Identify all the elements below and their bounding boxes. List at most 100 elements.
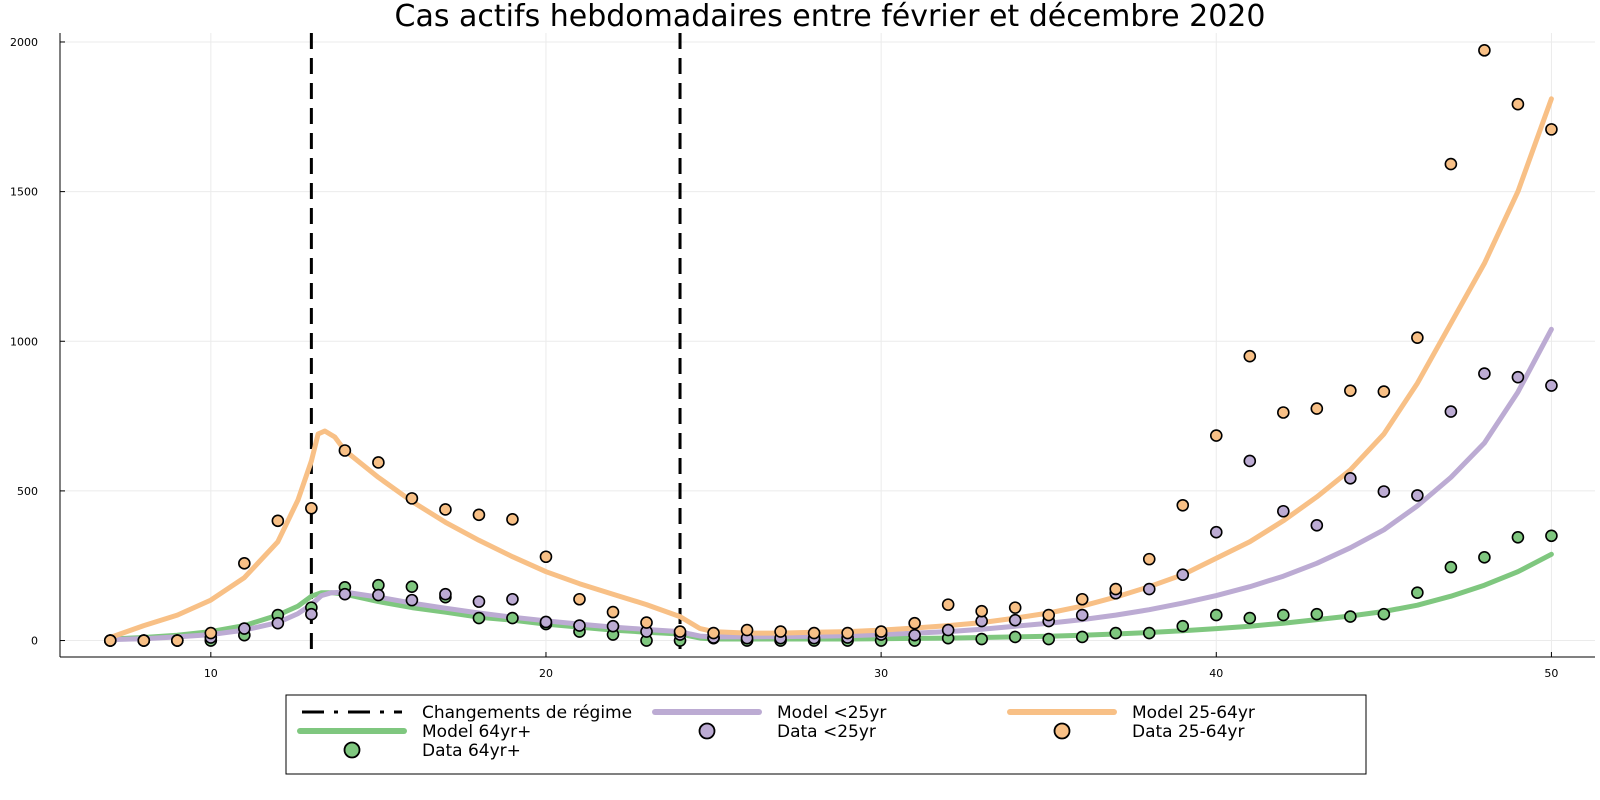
x-tick-label: 20 <box>539 667 553 680</box>
data-point <box>807 626 821 640</box>
data-point <box>1176 498 1190 512</box>
data-point <box>908 616 921 630</box>
data-point <box>975 632 988 646</box>
data-point <box>606 619 620 633</box>
data-point <box>405 593 419 607</box>
data-point <box>1478 367 1491 380</box>
legend-label: Model 64yr+ <box>422 722 531 742</box>
x-tick-label: 50 <box>1544 667 1558 680</box>
data-point <box>1277 406 1290 419</box>
data-point <box>774 625 787 638</box>
data-point <box>573 619 586 632</box>
data-point <box>171 634 184 647</box>
data-point <box>874 625 888 638</box>
data-point <box>1310 607 1324 621</box>
legend-label: Data 25-64yr <box>1132 722 1244 742</box>
y-tick-label: 1000 <box>10 335 38 348</box>
data-point <box>472 508 486 522</box>
y-tick-label: 500 <box>17 485 38 498</box>
data-point <box>372 456 385 469</box>
data-point <box>1142 582 1156 596</box>
data-point <box>1243 349 1257 363</box>
data-point <box>1444 157 1458 171</box>
data-point <box>439 503 452 516</box>
data-point <box>1344 610 1357 623</box>
data-point <box>472 595 486 608</box>
data-point <box>1444 560 1458 574</box>
data-point <box>405 492 419 505</box>
data-point <box>1411 586 1424 599</box>
data-point <box>1377 607 1391 621</box>
data-point <box>573 592 586 606</box>
data-point <box>1176 619 1190 633</box>
data-point <box>1478 44 1491 57</box>
data-point <box>439 587 452 601</box>
data-point <box>1176 568 1190 581</box>
data-point <box>975 604 988 618</box>
legend-label: Data 64yr+ <box>422 741 521 761</box>
data-point <box>506 592 519 606</box>
data-point <box>1075 630 1089 644</box>
series-line <box>107 96 1554 640</box>
data-point <box>1008 630 1022 644</box>
data-point <box>1545 529 1558 543</box>
data-point <box>238 557 251 570</box>
data-point <box>1344 384 1357 397</box>
data-point <box>1511 370 1525 384</box>
legend-label: Data <25yr <box>777 722 876 742</box>
data-point <box>1243 611 1257 625</box>
data-point <box>539 550 553 564</box>
data-point <box>472 611 486 625</box>
data-point <box>338 444 352 457</box>
data-point <box>1444 405 1458 418</box>
data-point <box>506 513 519 526</box>
x-tick-label: 40 <box>1209 667 1223 680</box>
y-tick-label: 1500 <box>10 186 38 199</box>
data-point <box>1209 608 1223 622</box>
data-point <box>1243 454 1257 468</box>
data-point <box>1075 608 1089 622</box>
legend-box <box>285 694 1367 775</box>
data-point <box>1042 608 1056 622</box>
data-point <box>1209 525 1223 539</box>
data-point <box>506 611 519 625</box>
data-point <box>305 607 318 621</box>
y-tick-label: 0 <box>31 635 38 648</box>
data-point <box>841 626 854 640</box>
data-point <box>941 623 955 637</box>
axes <box>59 33 1595 658</box>
data-point <box>908 628 921 642</box>
data-point <box>405 580 419 593</box>
data-point <box>271 616 285 630</box>
data-points <box>103 44 1558 647</box>
data-point <box>1411 331 1424 344</box>
legend-swatch <box>698 722 716 740</box>
legend: Changements de régime Model <25yr Model 25… <box>285 694 1367 775</box>
data-point <box>1008 601 1022 614</box>
data-point <box>1142 552 1156 566</box>
data-point <box>1008 613 1022 627</box>
data-point <box>238 622 251 635</box>
data-point <box>1277 608 1290 622</box>
data-point <box>103 634 117 647</box>
data-point <box>606 605 620 619</box>
regime-change-lines <box>309 33 682 657</box>
data-point <box>539 615 553 629</box>
data-point <box>1478 551 1491 564</box>
model-lines <box>107 96 1554 643</box>
data-point <box>338 587 352 601</box>
data-point <box>1511 530 1525 544</box>
y-tick-label: 2000 <box>10 36 38 49</box>
legend-swatch <box>1053 722 1071 740</box>
data-point <box>640 616 653 629</box>
legend-label: Changements de régime <box>422 703 632 723</box>
data-point <box>673 625 687 638</box>
data-point <box>1344 472 1357 485</box>
data-point <box>1277 504 1290 518</box>
legend-swatch <box>343 741 361 759</box>
data-point <box>1209 429 1223 442</box>
data-point <box>1075 592 1089 606</box>
data-point <box>1545 379 1558 392</box>
